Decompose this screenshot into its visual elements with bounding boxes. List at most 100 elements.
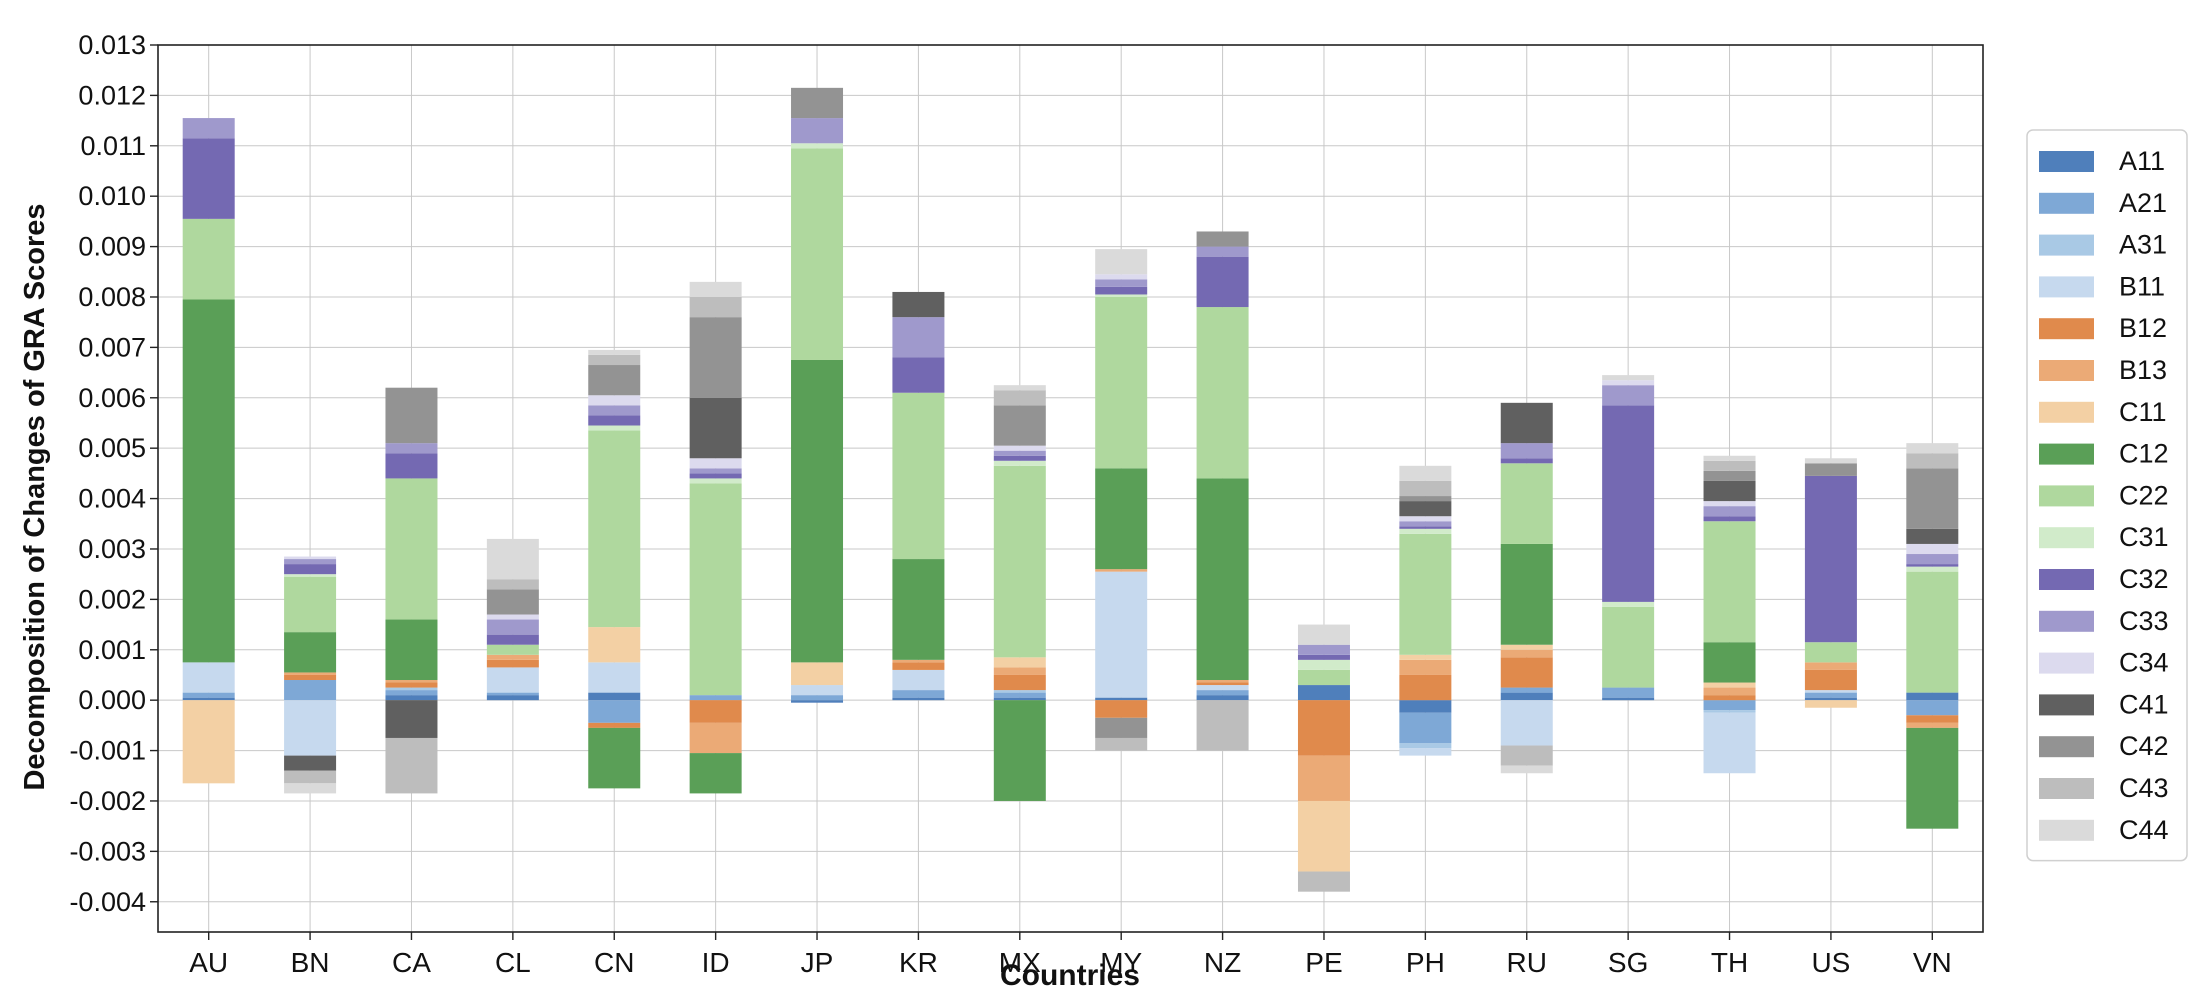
bar-PH-B11 xyxy=(1399,748,1452,756)
bar-MX-C44 xyxy=(993,385,1046,391)
bar-MY-C44 xyxy=(1095,249,1148,275)
x-tick-label: CN xyxy=(594,947,634,978)
legend-swatch-B13 xyxy=(2039,360,2094,381)
bar-NZ-C22 xyxy=(1196,307,1249,479)
bar-CA-B12 xyxy=(385,682,438,688)
bar-BN-C41 xyxy=(284,755,337,771)
legend-swatch-B12 xyxy=(2039,318,2094,340)
bar-MY-B13 xyxy=(1095,569,1148,572)
legend-label-C43: C43 xyxy=(2119,773,2169,803)
bar-MY-C32 xyxy=(1095,286,1148,295)
bar-CN-B11 xyxy=(588,662,641,693)
x-tick-label: SG xyxy=(1608,947,1648,978)
bar-CN-B12 xyxy=(588,722,641,728)
bar-US-A11 xyxy=(1804,697,1857,701)
bar-PH-C44 xyxy=(1399,465,1452,481)
legend-swatch-C22 xyxy=(2039,485,2094,507)
bar-PE-C33 xyxy=(1297,644,1350,655)
bar-AU-A11 xyxy=(182,697,235,701)
y-tick-label: 0.012 xyxy=(78,80,146,110)
bar-NZ-C12 xyxy=(1196,478,1249,681)
bar-PE-B12 xyxy=(1297,700,1350,756)
bar-CN-C12 xyxy=(588,727,641,789)
bar-BN-C32 xyxy=(284,564,337,575)
bar-CA-C42 xyxy=(385,387,438,444)
y-tick-label: 0.011 xyxy=(80,131,146,161)
bar-MX-C31 xyxy=(993,460,1046,466)
bar-MX-B12 xyxy=(993,674,1046,691)
bar-MX-C43 xyxy=(993,390,1046,406)
legend-label-C42: C42 xyxy=(2119,731,2169,761)
bar-CL-C42 xyxy=(486,589,539,615)
bar-VN-C31 xyxy=(1906,566,1959,572)
x-axis: AU BN CA CL CN ID JP KR MX MY NZ PE PH RU SG TH US VN xyxy=(189,932,1952,978)
x-tick-label: CA xyxy=(392,947,431,978)
bar-CN-C31 xyxy=(588,425,641,431)
bar-VN-B13 xyxy=(1906,722,1959,728)
bar-PH-A21 xyxy=(1399,712,1452,744)
legend-label-C11: C11 xyxy=(2119,397,2167,427)
bar-TH-C33 xyxy=(1703,506,1756,517)
bar-ID-C33 xyxy=(689,468,742,474)
bar-TH-C42 xyxy=(1703,470,1756,481)
legend: A11 A21 A31 B11 B12 B13 C11 C12 C22 C31 C32 C33 C34 C… xyxy=(2026,129,2188,862)
bar-PE-B13 xyxy=(1297,755,1350,801)
bar-MX-C33 xyxy=(993,450,1046,456)
bar-SG-C32 xyxy=(1602,405,1655,602)
bar-MY-C22 xyxy=(1095,296,1148,469)
legend-label-B12: B12 xyxy=(2119,313,2167,343)
bar-CN-C42 xyxy=(588,365,641,396)
bar-PE-C31 xyxy=(1297,659,1350,670)
bar-TH-B13 xyxy=(1703,687,1756,696)
bar-ID-C34 xyxy=(689,458,742,469)
bar-RU-C11 xyxy=(1500,644,1553,650)
bar-BN-B11 xyxy=(284,700,337,756)
bar-TH-A21 xyxy=(1703,700,1756,711)
bar-JP-C12 xyxy=(791,359,844,663)
bar-KR-B13 xyxy=(892,659,945,663)
legend-label-A11: A11 xyxy=(2119,146,2165,176)
legend-label-B13: B13 xyxy=(2119,355,2167,385)
bar-CN-C11 xyxy=(588,627,641,663)
x-tick-label: PE xyxy=(1305,947,1342,978)
bar-US-B12 xyxy=(1804,669,1857,691)
bar-SG-A11 xyxy=(1602,697,1655,701)
bar-JP-C11 xyxy=(791,662,844,686)
bar-CA-A21 xyxy=(385,690,438,696)
bar-JP-B11 xyxy=(791,685,844,696)
bar-US-C44 xyxy=(1804,458,1857,464)
bar-CL-C33 xyxy=(486,619,539,635)
bar-JP-A11 xyxy=(791,700,844,703)
bar-SG-C22 xyxy=(1602,606,1655,688)
bar-AU-B11 xyxy=(182,662,235,693)
bar-PH-A11 xyxy=(1399,700,1452,713)
bar-JP-A21 xyxy=(791,695,844,701)
bar-JP-C33 xyxy=(791,118,844,144)
bar-KR-A11 xyxy=(892,697,945,701)
bar-US-B13 xyxy=(1804,662,1857,670)
bar-CA-C32 xyxy=(385,453,438,479)
bar-CA-A31 xyxy=(385,687,438,691)
bar-CN-A11 xyxy=(588,692,641,701)
legend-swatch-C41 xyxy=(2039,694,2094,716)
bar-PH-C33 xyxy=(1399,521,1452,527)
bar-ID-B12 xyxy=(689,700,742,723)
legend-label-B11: B11 xyxy=(2119,271,2165,301)
bar-CL-C32 xyxy=(486,634,539,645)
bar-PH-C42 xyxy=(1399,496,1452,502)
x-tick-label: PH xyxy=(1406,947,1445,978)
bar-PH-A31 xyxy=(1399,743,1452,749)
y-tick-label: 0.010 xyxy=(78,181,146,211)
bar-MY-C34 xyxy=(1095,274,1148,280)
y-tick-label: 0.004 xyxy=(78,484,146,514)
y-tick-label: -0.003 xyxy=(69,836,146,866)
legend-swatch-B11 xyxy=(2039,276,2094,298)
bar-PH-C34 xyxy=(1399,516,1452,522)
bar-PH-B12 xyxy=(1399,674,1452,701)
legend-label-C34: C34 xyxy=(2119,648,2169,678)
bar-RU-C33 xyxy=(1500,443,1553,459)
bar-MY-B12 xyxy=(1095,700,1148,718)
bar-AU-C12 xyxy=(182,299,235,663)
bar-VN-C41 xyxy=(1906,528,1959,544)
bar-CA-C43 xyxy=(385,737,438,794)
